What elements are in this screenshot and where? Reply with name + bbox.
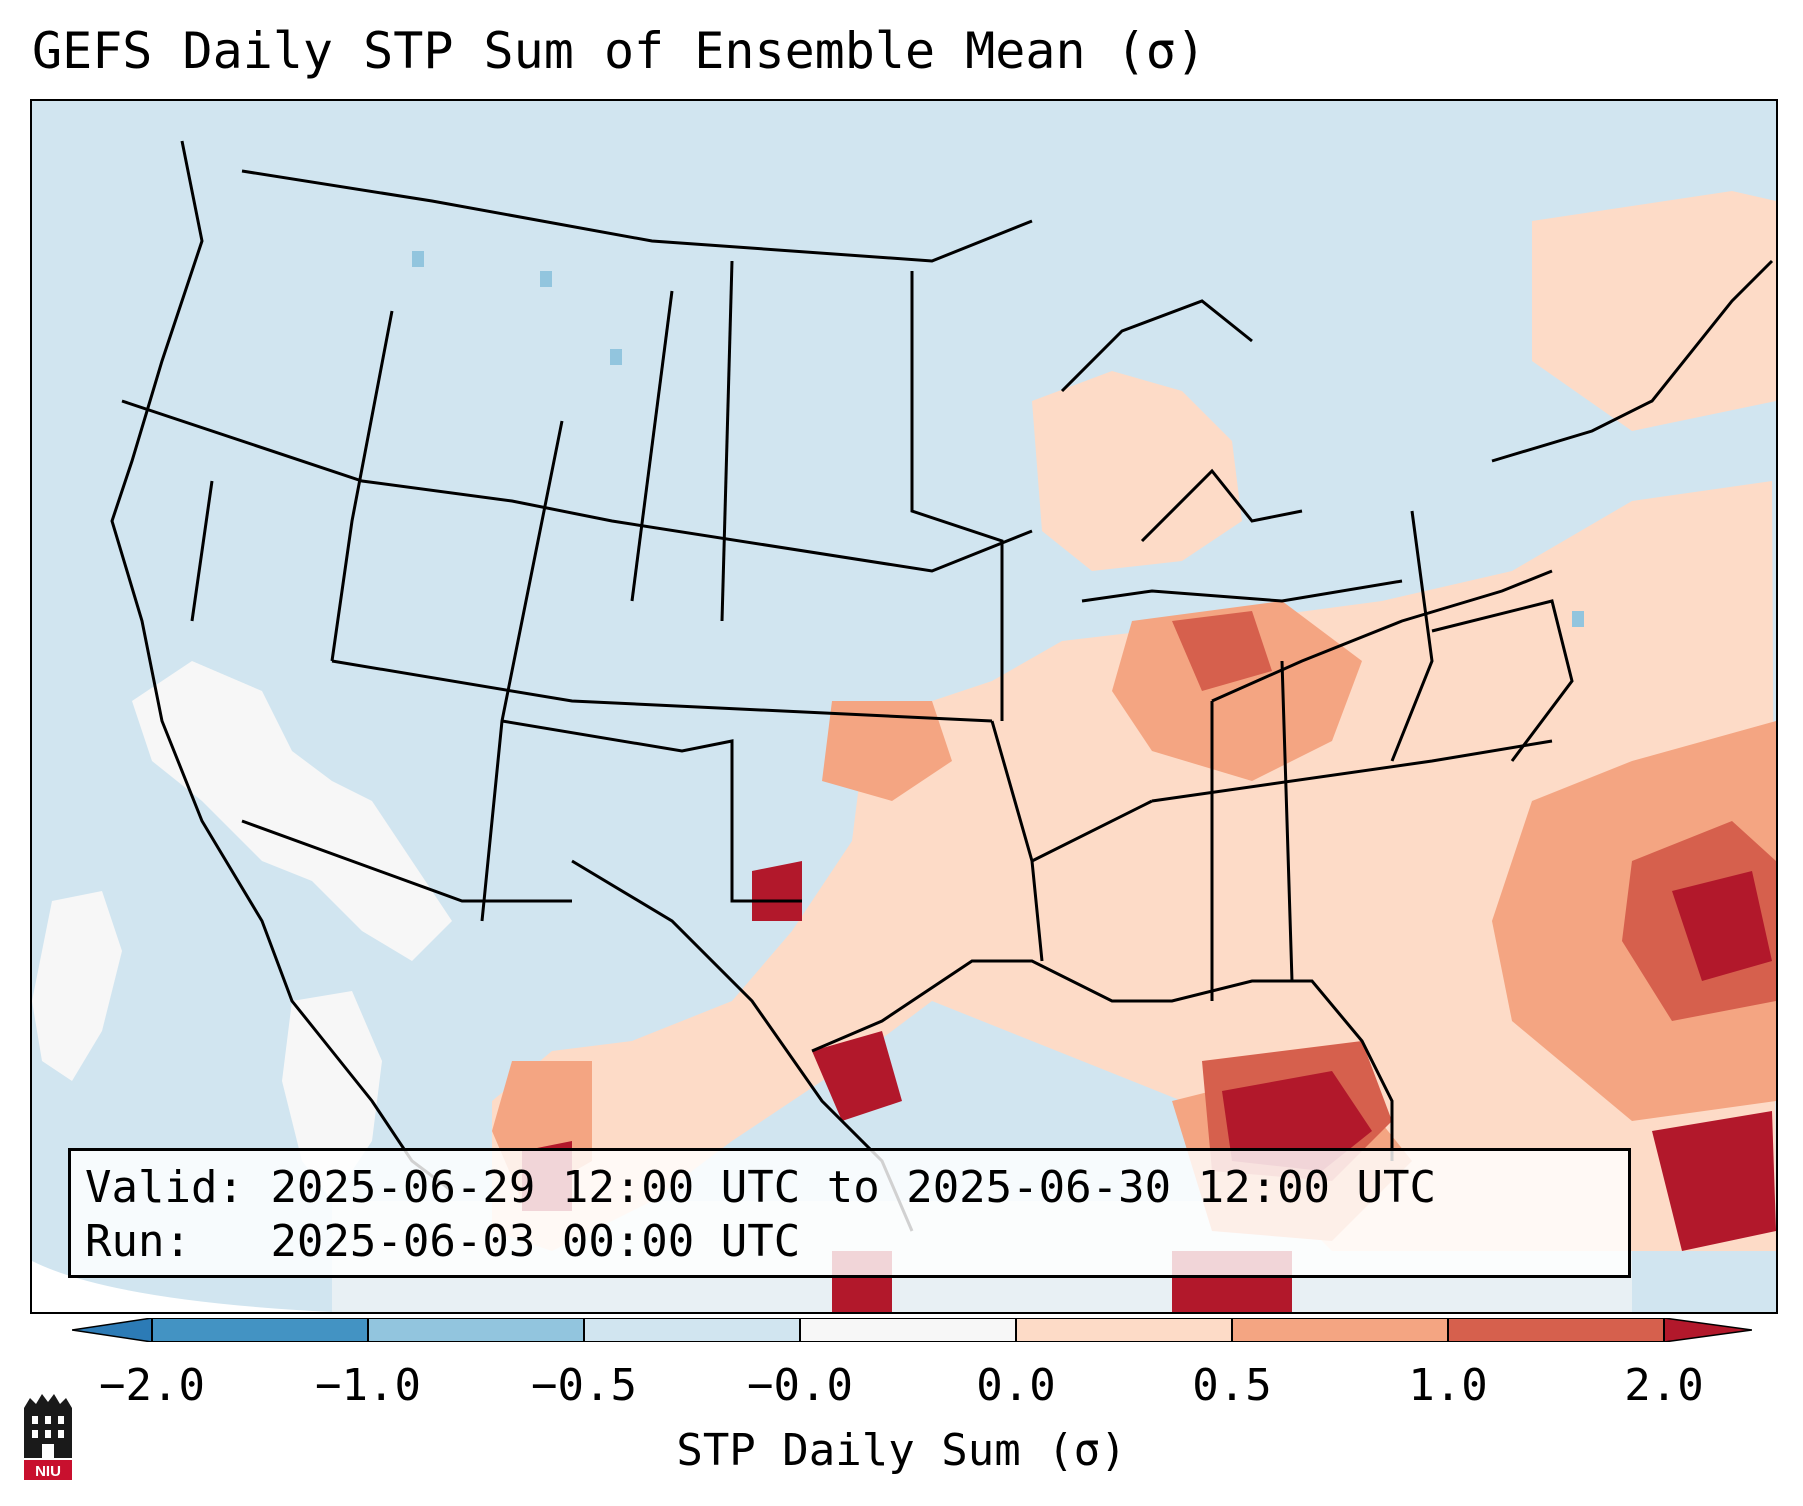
colorbar-bin-0 bbox=[152, 1318, 368, 1342]
colorbar-tick-label: −0.5 bbox=[531, 1360, 637, 1411]
valid-prefix: Valid: bbox=[85, 1162, 271, 1213]
colorbar-label: STP Daily Sum (σ) bbox=[676, 1425, 1127, 1476]
colorbar-tick-label: 2.0 bbox=[1624, 1360, 1704, 1411]
colorbar-tick-label: −2.0 bbox=[99, 1360, 205, 1411]
negative-anomaly bbox=[412, 251, 1584, 627]
colorbar-max-extend bbox=[1663, 1318, 1752, 1342]
colorbar-ticks bbox=[151, 1318, 1665, 1342]
colorbar-bin-3 bbox=[800, 1318, 1016, 1342]
logo-text: NIU bbox=[35, 1463, 61, 1480]
positive-anomaly-light bbox=[492, 191, 1776, 1251]
colorbar-tick-label: −0.0 bbox=[747, 1360, 853, 1411]
state-boundaries bbox=[110, 140, 1774, 1232]
colorbar-bin-2 bbox=[584, 1318, 800, 1342]
run-prefix: Run: bbox=[85, 1216, 271, 1267]
colorbar-bin-1 bbox=[368, 1318, 584, 1342]
run-time: 2025-06-03 00:00 UTC bbox=[270, 1216, 801, 1267]
map-svg bbox=[32, 101, 1776, 1312]
niu-logo-icon: NIU bbox=[24, 1394, 72, 1480]
valid-range: 2025-06-29 12:00 UTC to 2025-06-30 12:00… bbox=[270, 1162, 1437, 1213]
colorbar bbox=[72, 1318, 1752, 1342]
colorbar-tick-label: 0.0 bbox=[976, 1360, 1056, 1411]
colorbar-bin-5 bbox=[1232, 1318, 1448, 1342]
colorbar-bin-6 bbox=[1448, 1318, 1664, 1342]
map-panel bbox=[30, 99, 1778, 1314]
valid-run-info-box: Valid: 2025-06-29 12:00 UTC to 2025-06-3… bbox=[68, 1148, 1631, 1278]
colorbar-tick-label: 1.0 bbox=[1408, 1360, 1488, 1411]
chart-title: GEFS Daily STP Sum of Ensemble Mean (σ) bbox=[32, 22, 1206, 80]
colorbar-tick-label: 0.5 bbox=[1192, 1360, 1272, 1411]
colorbar-min-extend bbox=[72, 1318, 153, 1342]
colorbar-bin-4 bbox=[1016, 1318, 1232, 1342]
colorbar-tick-label: −1.0 bbox=[315, 1360, 421, 1411]
